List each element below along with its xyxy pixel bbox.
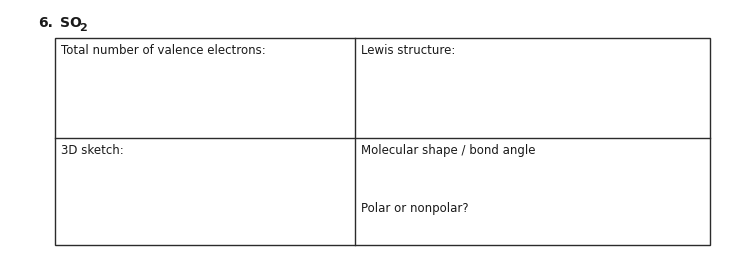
Bar	[55, 38, 710, 245]
Text: Molecular shape / bond angle: Molecular shape / bond angle	[361, 144, 536, 157]
Text: 3D sketch:: 3D sketch:	[61, 144, 124, 157]
Text: 2: 2	[79, 23, 87, 33]
Text: Total number of valence electrons:: Total number of valence electrons:	[61, 44, 266, 57]
Text: Polar or nonpolar?: Polar or nonpolar?	[361, 202, 469, 215]
Text: SO: SO	[60, 16, 82, 30]
Text: Lewis structure:: Lewis structure:	[361, 44, 455, 57]
Text: 6.: 6.	[38, 16, 53, 30]
